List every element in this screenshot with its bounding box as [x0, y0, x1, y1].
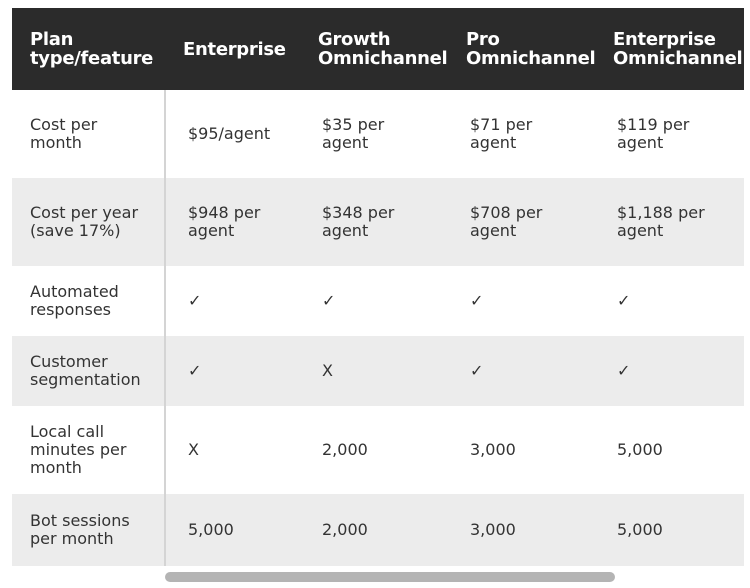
- cell-text: Local call minutes per month: [30, 422, 127, 477]
- value-cell: 2,000: [300, 406, 448, 494]
- pricing-table: Plan type/feature Enterprise Growth Omnich…: [12, 8, 745, 566]
- value-cell: 5,000: [595, 406, 744, 494]
- value-cell: $71 per agent: [448, 90, 595, 178]
- cell-text: 2,000: [322, 520, 368, 539]
- cell-text: Cost per year (save 17%): [30, 203, 139, 240]
- feature-cell: Cost per month: [12, 90, 166, 178]
- table-row: Cost per year (save 17%) $948 per agent $3…: [12, 178, 744, 266]
- cell-text: $95/agent: [188, 124, 271, 143]
- cell-text: X: [188, 440, 199, 459]
- value-cell: $948 per agent: [165, 178, 300, 266]
- cell-text: $1,188 per agent: [617, 203, 705, 240]
- header-text: Pro Omnichannel: [466, 29, 596, 69]
- value-cell: 3,000: [448, 494, 595, 566]
- cell-text: 5,000: [617, 440, 663, 459]
- value-cell: X: [300, 336, 448, 406]
- cell-text: Customer segmentation: [30, 352, 141, 389]
- cell-text: 3,000: [470, 440, 516, 459]
- value-cell: ✓: [165, 336, 300, 406]
- cell-text: 5,000: [188, 520, 234, 539]
- cell-text: $948 per agent: [188, 203, 261, 240]
- cell-text: ✓: [470, 361, 484, 380]
- cell-text: $71 per agent: [470, 115, 533, 152]
- cell-text: ✓: [188, 361, 202, 380]
- header-cell: Enterprise: [165, 8, 300, 90]
- cell-text: 5,000: [617, 520, 663, 539]
- table-row: Bot sessions per month 5,000 2,000 3,000 5,0…: [12, 494, 744, 566]
- table-body: Cost per month $95/agent $35 per agent $71 …: [12, 90, 744, 566]
- header-row: Plan type/feature Enterprise Growth Omnich…: [12, 8, 744, 90]
- value-cell: ✓: [595, 266, 744, 336]
- feature-cell: Automated responses: [12, 266, 166, 336]
- header-cell: Growth Omnichannel: [300, 8, 448, 90]
- pricing-table-container: Plan type/feature Enterprise Growth Omnich…: [12, 8, 744, 566]
- cell-text: Cost per month: [30, 115, 98, 152]
- feature-cell: Local call minutes per month: [12, 406, 166, 494]
- horizontal-scrollbar[interactable]: [165, 572, 615, 582]
- header-text: Plan type/feature: [30, 29, 154, 69]
- value-cell: $708 per agent: [448, 178, 595, 266]
- header-cell: Plan type/feature: [12, 8, 165, 90]
- cell-text: X: [322, 361, 333, 380]
- value-cell: 2,000: [300, 494, 448, 566]
- cell-text: 2,000: [322, 440, 368, 459]
- value-cell: $35 per agent: [300, 90, 448, 178]
- cell-text: $348 per agent: [322, 203, 395, 240]
- cell-text: 3,000: [470, 520, 516, 539]
- header-text: Growth Omnichannel: [318, 29, 448, 69]
- cell-text: ✓: [617, 291, 631, 310]
- feature-cell: Cost per year (save 17%): [12, 178, 166, 266]
- value-cell: 5,000: [595, 494, 744, 566]
- cell-text: ✓: [322, 291, 336, 310]
- cell-text: $119 per agent: [617, 115, 690, 152]
- feature-cell: Customer segmentation: [12, 336, 166, 406]
- value-cell: $1,188 per agent: [595, 178, 744, 266]
- cell-text: $708 per agent: [470, 203, 543, 240]
- value-cell: $348 per agent: [300, 178, 448, 266]
- header-text: Enterprise Omnichannel: [613, 29, 743, 69]
- cell-text: $35 per agent: [322, 115, 385, 152]
- table-row: Cost per month $95/agent $35 per agent $71 …: [12, 90, 744, 178]
- cell-text: ✓: [188, 291, 202, 310]
- cell-text: Automated responses: [30, 282, 119, 319]
- header-cell: Enterprise Omnichannel: [595, 8, 744, 90]
- value-cell: X: [165, 406, 300, 494]
- feature-cell: Bot sessions per month: [12, 494, 166, 566]
- value-cell: 5,000: [165, 494, 300, 566]
- value-cell: 3,000: [448, 406, 595, 494]
- value-cell: ✓: [300, 266, 448, 336]
- header-text: Enterprise: [183, 38, 286, 60]
- cell-text: ✓: [470, 291, 484, 310]
- cell-text: ✓: [617, 361, 631, 380]
- header-cell: Pro Omnichannel: [448, 8, 596, 90]
- value-cell: ✓: [448, 266, 595, 336]
- value-cell: ✓: [448, 336, 595, 406]
- table-row: Customer segmentation ✓ X ✓ ✓: [12, 336, 744, 406]
- value-cell: ✓: [165, 266, 300, 336]
- value-cell: $119 per agent: [595, 90, 744, 178]
- value-cell: $95/agent: [165, 90, 300, 178]
- value-cell: ✓: [595, 336, 744, 406]
- table-row: Local call minutes per month X 2,000 3,000 5…: [12, 406, 744, 494]
- table-row: Automated responses ✓ ✓ ✓ ✓: [12, 266, 744, 336]
- cell-text: Bot sessions per month: [30, 511, 130, 548]
